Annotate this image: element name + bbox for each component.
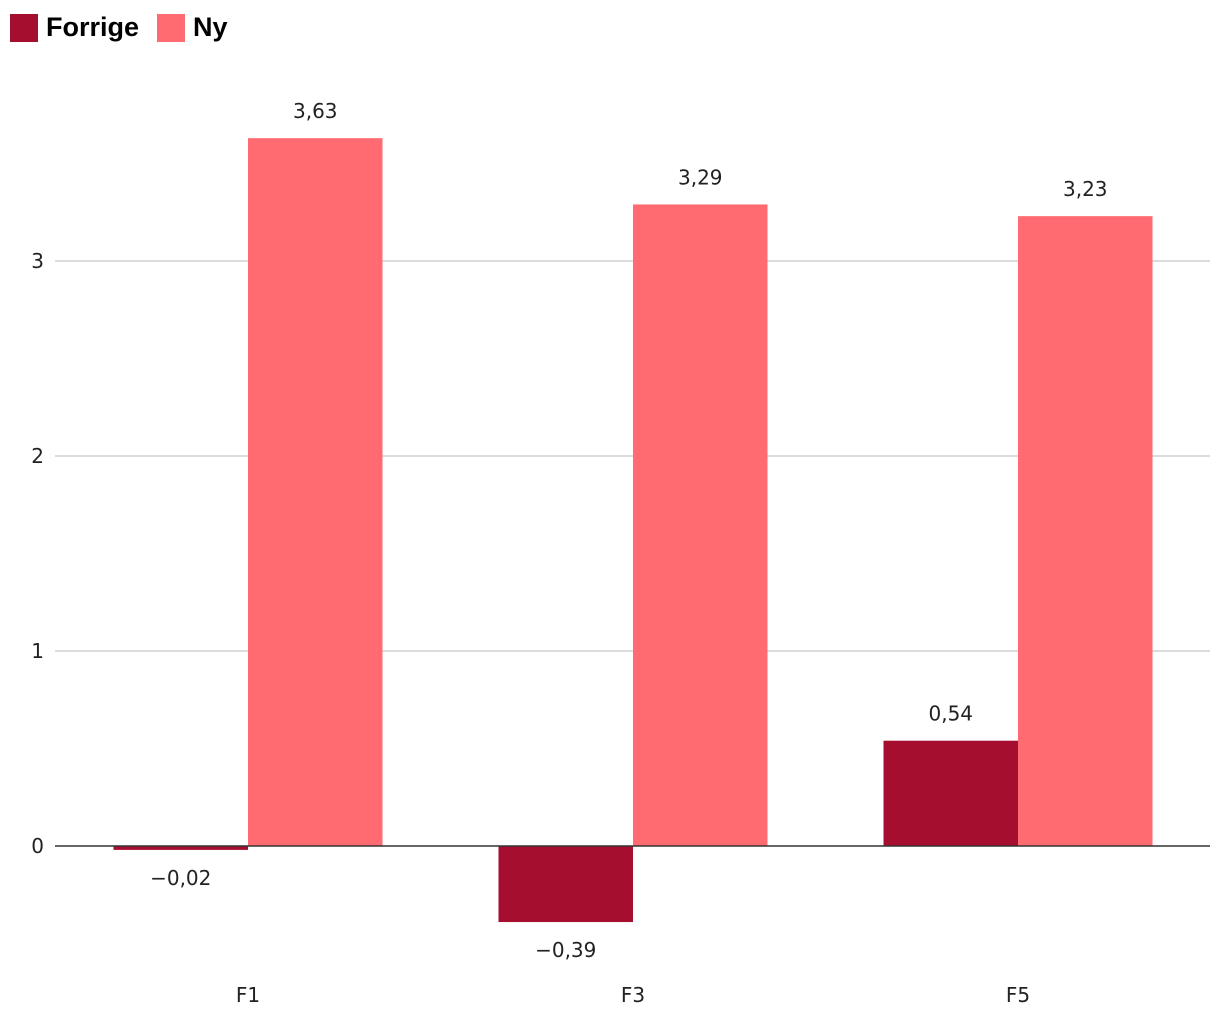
bar-forrige-f3: [498, 846, 633, 923]
legend-label-forrige: Forrige: [46, 12, 140, 42]
legend-label-ny: Ny: [193, 12, 228, 42]
x-axis-ticks: F1 F3 F5: [236, 983, 1030, 1007]
data-label: −0,39: [535, 938, 596, 962]
y-tick-label: 1: [31, 639, 44, 663]
y-axis-ticks: 0 1 2 3: [31, 249, 44, 858]
y-tick-label: 2: [31, 444, 44, 468]
bar-ny-f3: [633, 204, 768, 846]
x-tick-label: F3: [621, 983, 645, 1007]
data-labels: −0,02 −0,39 0,54 3,63 3,29 3,23: [150, 99, 1107, 962]
data-label: −0,02: [150, 866, 211, 890]
data-label: 3,63: [293, 99, 338, 123]
gridlines: [55, 260, 1210, 652]
x-tick-label: F5: [1006, 983, 1030, 1007]
legend-swatch-ny: [157, 13, 186, 42]
data-label: 3,29: [678, 165, 723, 189]
y-tick-label: 0: [31, 834, 44, 858]
legend: Forrige Ny: [10, 12, 246, 43]
bars: [113, 138, 1153, 923]
legend-item-ny: Ny: [157, 12, 228, 43]
bar-ny-f1: [248, 138, 383, 846]
x-tick-label: F1: [236, 983, 260, 1007]
data-label: 0,54: [928, 702, 973, 726]
legend-item-forrige: Forrige: [10, 12, 139, 43]
bar-forrige-f5: [883, 740, 1018, 846]
legend-swatch-forrige: [10, 13, 38, 42]
data-label: 3,23: [1063, 177, 1108, 201]
bar-ny-f5: [1018, 216, 1153, 846]
bar-forrige-f1: [113, 846, 248, 850]
y-tick-label: 3: [31, 249, 44, 273]
